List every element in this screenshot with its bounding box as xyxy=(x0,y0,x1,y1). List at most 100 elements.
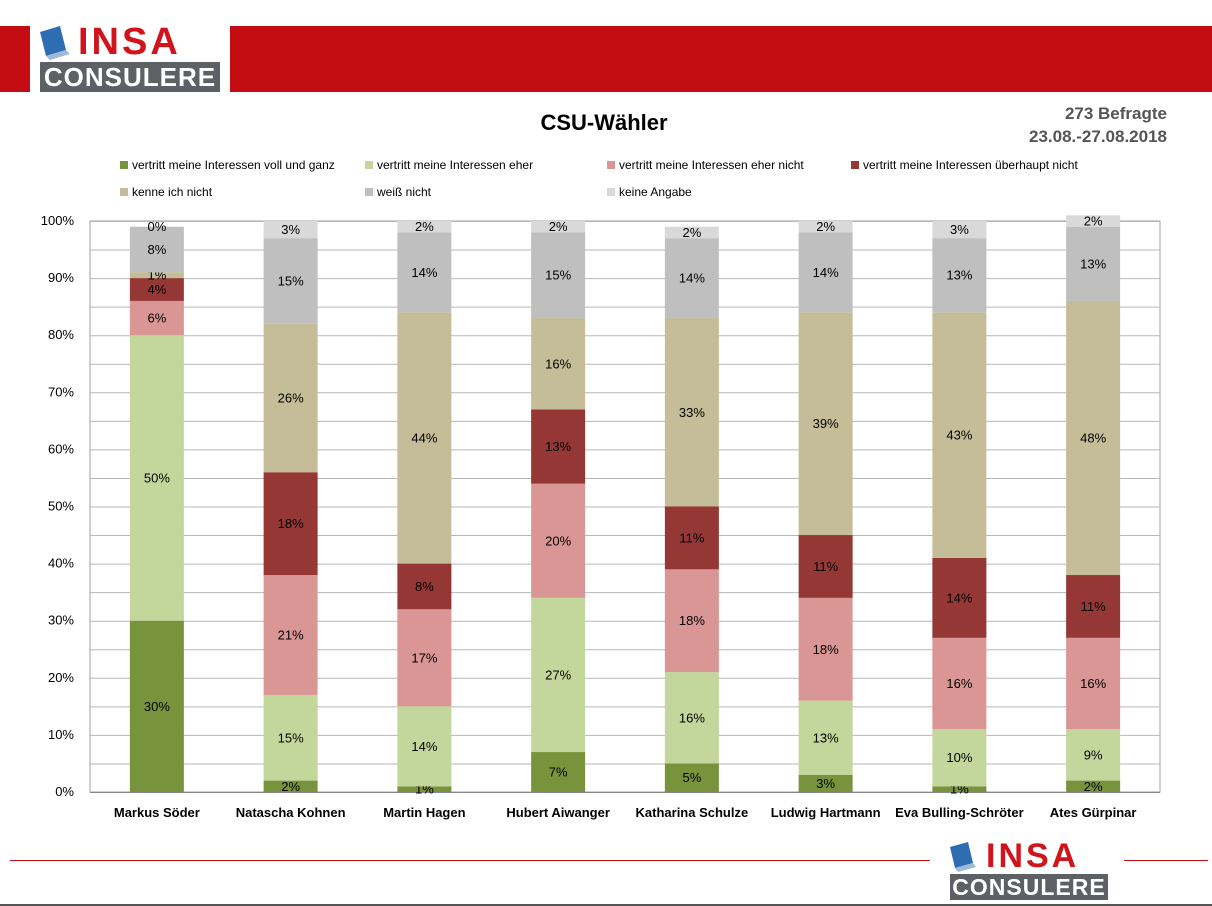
bar-segment xyxy=(798,774,853,792)
bar-segment xyxy=(397,221,452,233)
y-tick-label: 80% xyxy=(48,327,74,342)
data-label: 11% xyxy=(1081,599,1106,614)
bar-segment xyxy=(397,563,452,610)
data-label: 43% xyxy=(946,428,972,443)
data-label: 20% xyxy=(545,533,571,548)
bar-segment xyxy=(531,597,586,753)
y-tick-label: 100% xyxy=(41,213,75,228)
data-label: 2% xyxy=(415,219,434,234)
data-label: 3% xyxy=(950,222,969,237)
data-label: 16% xyxy=(946,676,972,691)
legend-swatch xyxy=(120,188,128,196)
legend-item: vertritt meine Interessen eher nicht xyxy=(607,157,804,173)
data-label: 14% xyxy=(411,739,437,754)
survey-meta: 273 Befragte 23.08.-27.08.2018 xyxy=(1029,102,1167,148)
data-label: 2% xyxy=(816,219,835,234)
data-label: 16% xyxy=(545,356,571,371)
y-tick-label: 90% xyxy=(48,270,74,285)
bar-segment xyxy=(129,620,184,792)
data-label: 15% xyxy=(278,730,304,745)
bar-segment xyxy=(263,575,318,695)
bar-segment xyxy=(1066,637,1121,730)
data-label: 11% xyxy=(813,559,838,574)
bar-segment xyxy=(664,238,719,319)
data-label: 27% xyxy=(545,667,571,682)
bar-segment xyxy=(664,506,719,570)
y-tick-label: 30% xyxy=(48,613,74,628)
bar-segment xyxy=(1066,575,1121,638)
bar-segment xyxy=(397,706,452,787)
respondent-count: 273 Befragte xyxy=(1064,104,1167,123)
legend-label: vertritt meine Interessen eher nicht xyxy=(619,158,804,172)
data-label: 5% xyxy=(682,770,701,785)
category-label: Ludwig Hartmann xyxy=(771,805,881,820)
data-label: 18% xyxy=(278,516,304,531)
survey-dates: 23.08.-27.08.2018 xyxy=(1028,127,1167,146)
data-label: 11% xyxy=(679,530,704,545)
bar-segment xyxy=(397,609,452,707)
data-label: 8% xyxy=(415,579,434,594)
data-label: 8% xyxy=(147,242,166,257)
data-label: 30% xyxy=(144,699,170,714)
data-label: 2% xyxy=(281,779,300,794)
bar-segment xyxy=(798,221,853,233)
category-label: Martin Hagen xyxy=(383,805,465,820)
data-label: 13% xyxy=(946,268,972,283)
chart-title: CSU-Wähler xyxy=(540,110,668,135)
bar-segment xyxy=(664,672,719,764)
logo-cube-icon xyxy=(40,26,70,60)
bar-segment xyxy=(798,597,853,701)
bar-segment xyxy=(397,232,452,313)
bar-segment xyxy=(263,221,318,239)
bar-segment xyxy=(664,763,719,792)
bar-segment xyxy=(1066,215,1121,227)
footer-line-right xyxy=(1124,860,1208,861)
category-label: Ates Gürpinar xyxy=(1050,805,1137,820)
bar-segment xyxy=(531,232,586,319)
data-label: 16% xyxy=(679,710,705,725)
bar-segment xyxy=(531,409,586,484)
bar-segment xyxy=(531,221,586,233)
bar-segment xyxy=(1066,300,1121,576)
y-tick-label: 10% xyxy=(48,727,74,742)
bar-segment xyxy=(263,238,318,324)
data-label: 48% xyxy=(1080,430,1106,445)
bar-segment xyxy=(664,226,719,239)
logo-word: INSA xyxy=(78,21,181,63)
bar-segment xyxy=(263,694,318,781)
legend-item: keine Angabe xyxy=(607,184,692,200)
bar-segment xyxy=(129,300,184,336)
legend-label: weiß nicht xyxy=(377,185,432,199)
data-label: 14% xyxy=(946,590,972,605)
bar-segment xyxy=(798,312,853,536)
bar-segment xyxy=(129,335,184,621)
bar-segment xyxy=(397,312,452,564)
category-label: Markus Söder xyxy=(114,805,200,820)
data-label: 4% xyxy=(147,282,166,297)
bar-segment xyxy=(664,569,719,673)
legend-label: keine Angabe xyxy=(619,185,692,199)
legend-label: vertritt meine Interessen voll und ganz xyxy=(132,158,335,172)
legend-item: vertritt meine Interessen eher xyxy=(365,157,533,173)
data-label: 15% xyxy=(545,268,571,283)
y-tick-label: 0% xyxy=(55,784,74,799)
data-label: 16% xyxy=(1080,676,1106,691)
data-label: 44% xyxy=(411,430,437,445)
data-label: 13% xyxy=(1080,256,1106,271)
y-tick-label: 40% xyxy=(48,556,74,571)
category-label: Natascha Kohnen xyxy=(236,805,346,820)
legend-swatch xyxy=(607,188,615,196)
legend-swatch xyxy=(365,161,373,169)
data-label: 39% xyxy=(813,416,839,431)
insa-logo-footer: INSA CONSULERE xyxy=(942,838,1116,902)
legend-item: vertritt meine Interessen voll und ganz xyxy=(120,157,335,173)
bar-segment xyxy=(531,318,586,410)
bar-segment xyxy=(932,312,987,558)
legend-swatch xyxy=(607,161,615,169)
data-label: 15% xyxy=(278,273,304,288)
bar-segment xyxy=(263,323,318,473)
bar-segment xyxy=(263,780,318,792)
bar-segment xyxy=(397,786,452,792)
bar-segment xyxy=(932,786,987,792)
